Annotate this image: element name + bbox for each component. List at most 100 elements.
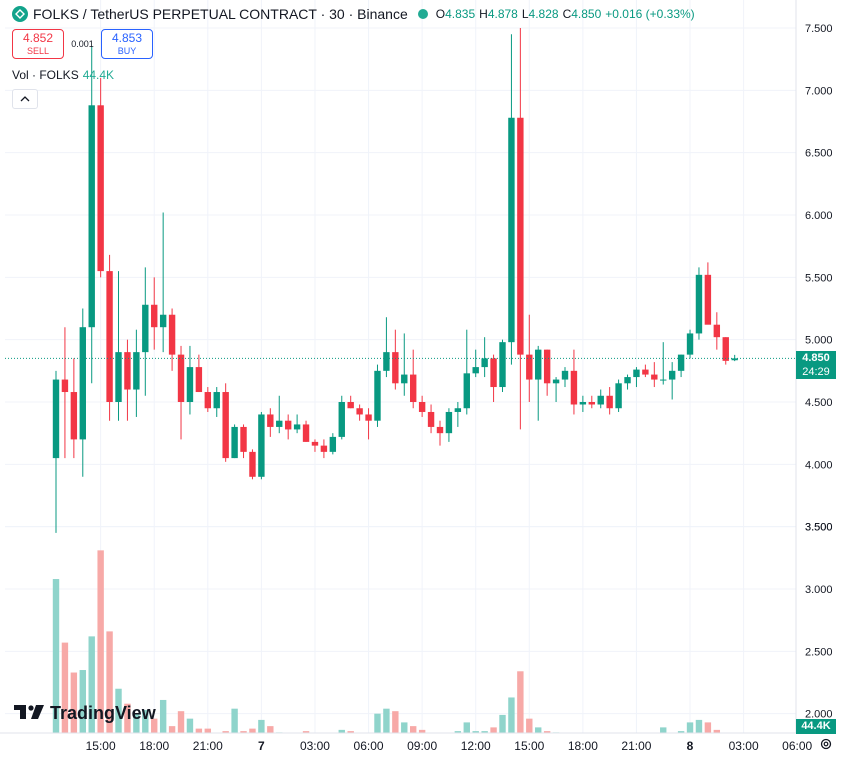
candle-body [508,117,515,343]
candle-body [535,349,542,380]
volume-bar [240,731,247,733]
candle-body [392,352,399,384]
time-tick-label: 21:00 [193,739,223,753]
price-candles [52,28,738,533]
time-tick-label: 03:00 [729,739,759,753]
candle-body [543,349,551,384]
volume-bar [677,731,685,733]
volume-bar [115,688,122,733]
candle-body [624,377,631,384]
candle-body [338,402,345,437]
price-tick-label: 5.500 [805,272,833,284]
time-tick-label: 8 [687,739,694,753]
candle-body [88,105,95,328]
volume-bar [481,731,488,733]
candle-body [401,374,408,384]
candle-body [633,369,640,378]
volume-bar [106,631,113,733]
candle-body [222,392,229,459]
volume-legend-value: 44.4K [82,68,115,82]
volume-bar [535,727,542,733]
collapse-legend-button[interactable] [12,89,38,109]
current-price-tag: 4.850 24:29 [796,351,836,380]
candle-body [267,414,274,427]
candle-body [320,445,328,452]
candle-body [597,395,604,405]
tradingview-mark-icon [14,704,44,724]
buy-button[interactable]: 4.853 BUY [101,29,153,59]
candle-body [427,411,435,427]
volume-bar [472,731,479,733]
price-tick-label: 5.000 [805,335,833,347]
volume-bar [222,731,229,733]
time-tick-label: 06:00 [354,739,384,753]
market-status-icon[interactable] [417,9,428,19]
volume-bar [249,728,256,733]
candle-body [660,379,667,381]
candle-body [561,370,569,380]
price-tick-label: 7.000 [805,85,833,97]
candle-body [115,352,122,402]
price-tick-label: 2.000 [805,709,833,721]
candle-countdown: 24:29 [802,366,830,379]
volume-bar [186,718,194,733]
candle-body [686,333,694,355]
chevron-up-icon [20,96,30,102]
candle-body [293,424,301,430]
volume-bar [543,731,551,733]
candle-body [704,274,712,325]
candle-body [276,420,283,427]
candle-body [186,367,194,402]
time-tick-label: 18:00 [139,739,169,753]
candle-body [311,441,319,446]
volume-bar [686,722,694,733]
volume-bars [52,550,721,733]
symbol-title[interactable]: FOLKS / TetherUS PERPETUAL CONTRACT · 30… [33,6,408,22]
volume-bar [704,722,712,733]
time-tick-label: 15:00 [86,739,116,753]
volume-bar [159,699,167,733]
volume-bar [499,714,506,733]
volume-bar [52,579,60,733]
price-tick-label: 6.500 [805,148,833,160]
volume-tag: 44.4K [796,719,836,734]
volume-bar [177,711,185,733]
volume-bar [338,729,345,733]
tradingview-logo[interactable]: TradingView [14,703,156,724]
candle-body [570,370,578,405]
volume-bar [374,713,381,733]
candle-body [151,304,158,328]
candle-body [606,395,613,409]
current-price-value: 4.850 [802,352,830,365]
volume-legend[interactable]: Vol · FOLKS 44.4K [12,68,114,82]
sell-button[interactable]: 4.852 SELL [12,29,64,59]
volume-bar [508,697,515,733]
candle-body [329,436,337,452]
candle-body [70,392,78,440]
volume-bar [526,718,533,733]
candle-body [106,271,113,402]
candle-body [713,324,721,338]
volume-bar [347,731,354,733]
candle-body [213,392,220,409]
price-tick-label: 3.000 [805,584,833,596]
volume-bar [204,728,212,733]
volume-bar [195,728,203,733]
candle-body [177,354,185,402]
candle-body [526,354,533,380]
candle-body [436,426,444,434]
ohlc-open: O4.835 [435,7,476,21]
price-tick-label: 3.500 [805,522,833,534]
time-tick-label: 09:00 [407,739,437,753]
candle-body [481,358,488,368]
price-axis-bg [796,0,855,773]
price-tick-label: 4.000 [805,459,833,471]
time-tick-label: 03:00 [300,739,330,753]
buy-price: 4.853 [111,31,143,45]
volume-bar [70,672,78,733]
candle-body [499,342,506,388]
chart-settings-icon[interactable] [817,737,835,755]
volume-bar [418,729,426,733]
